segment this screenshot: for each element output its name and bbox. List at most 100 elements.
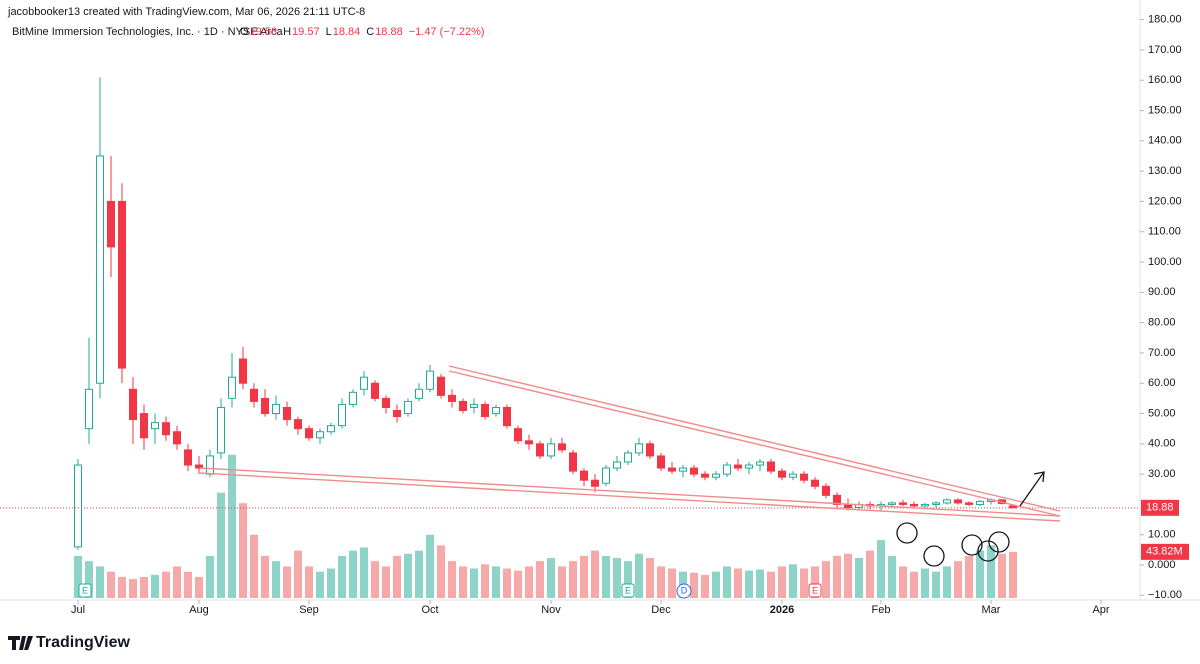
- x-tick-label: Dec: [651, 604, 671, 616]
- candle-body: [767, 461, 775, 472]
- candle-body: [789, 473, 797, 478]
- candle-body: [162, 422, 170, 436]
- candle-body: [481, 403, 489, 418]
- x-tick-label: 2026: [770, 604, 794, 616]
- candle-body: [723, 464, 731, 475]
- volume-tag: [1141, 543, 1189, 560]
- event-marker: [621, 583, 635, 598]
- x-tick-label: Feb: [872, 604, 891, 616]
- volume-bar: [195, 576, 203, 598]
- candle-body: [800, 473, 808, 481]
- volume-bar: [932, 571, 940, 598]
- volume-bar: [822, 561, 830, 598]
- candle-body: [107, 200, 115, 248]
- ohlc-value: 19.57: [292, 26, 320, 38]
- candle-body: [778, 470, 786, 478]
- volume-bar: [426, 534, 434, 598]
- candle-body: [305, 428, 313, 439]
- y-tick-label: 120.00: [1148, 195, 1182, 207]
- volume-bar: [74, 555, 82, 598]
- volume-bar: [789, 564, 797, 598]
- volume-bar: [877, 540, 885, 598]
- volume-bar: [723, 566, 731, 598]
- x-tick-label: Oct: [421, 604, 438, 616]
- volume-bar: [294, 550, 302, 598]
- y-tick-label: 30.00: [1148, 468, 1176, 480]
- candle-body: [382, 397, 390, 408]
- volume-bar: [833, 555, 841, 598]
- candle-body: [624, 452, 632, 463]
- volume-bar: [217, 492, 225, 598]
- candle-body: [932, 502, 940, 505]
- candle-body: [690, 467, 698, 475]
- y-tick-label: 80.00: [1148, 317, 1176, 329]
- candle-body: [811, 479, 819, 487]
- y-tick-label: 50.00: [1148, 407, 1176, 419]
- candle-body: [954, 499, 962, 504]
- volume-bar: [646, 557, 654, 598]
- brand-name: TradingView: [36, 634, 131, 651]
- candle-body: [591, 479, 599, 487]
- candle-body: [85, 388, 93, 430]
- candle-body: [547, 443, 555, 457]
- candle-body: [404, 400, 412, 415]
- volume-bar: [613, 557, 621, 598]
- y-tick-label: 170.00: [1148, 44, 1182, 56]
- volume-bar: [965, 555, 973, 598]
- candle-body: [228, 376, 236, 399]
- candle-body: [1009, 505, 1017, 509]
- volume-bar: [327, 568, 335, 598]
- candle-body: [239, 358, 247, 384]
- x-tick-label: Aug: [189, 604, 209, 616]
- candle-body: [316, 431, 324, 439]
- volume-bar: [888, 555, 896, 598]
- volume-bar: [129, 579, 137, 598]
- candle-body: [514, 428, 522, 442]
- candle-body: [657, 455, 665, 469]
- volume-bar: [635, 553, 643, 598]
- volume-bar: [272, 561, 280, 598]
- volume-bar: [151, 574, 159, 598]
- volume-bar: [899, 566, 907, 598]
- volume-bar: [470, 568, 478, 598]
- volume-bar: [239, 503, 247, 598]
- volume-bar: [569, 561, 577, 598]
- candle-body: [536, 443, 544, 457]
- event-label: E: [812, 585, 818, 595]
- candle-body: [74, 464, 82, 548]
- event-marker: [676, 583, 692, 599]
- trendline: [448, 365, 1061, 512]
- candle-body: [943, 499, 951, 504]
- candle-body: [327, 425, 335, 433]
- candle-body: [613, 461, 621, 469]
- volume-bar: [624, 561, 632, 598]
- candle-body: [261, 397, 269, 415]
- y-tick-label: 0.000: [1148, 559, 1176, 571]
- volume-bar: [228, 454, 236, 598]
- candle-body: [338, 403, 346, 427]
- volume-bar: [437, 545, 445, 598]
- candle-body: [206, 455, 214, 475]
- volume-bar: [745, 570, 753, 598]
- y-tick-label: 60.00: [1148, 377, 1176, 389]
- y-tick-label: 40.00: [1148, 438, 1176, 450]
- candle-body: [415, 388, 423, 399]
- trendline: [448, 370, 1061, 517]
- candle-body: [371, 382, 379, 399]
- candle-body: [151, 422, 159, 430]
- trendline: [199, 467, 1061, 517]
- candle-body: [195, 464, 203, 469]
- volume-bar: [866, 550, 874, 598]
- circles: [896, 522, 1010, 567]
- volume-bar: [448, 561, 456, 598]
- volume-bar: [415, 550, 423, 598]
- trendline: [199, 472, 1061, 522]
- x-tick-label: Sep: [299, 604, 319, 616]
- volume-bar: [173, 566, 181, 598]
- volume-bar: [690, 572, 698, 598]
- ohlc-letter: H: [283, 26, 291, 38]
- volume-bar: [261, 555, 269, 598]
- candle-body: [250, 388, 258, 402]
- volume-bar: [811, 566, 819, 598]
